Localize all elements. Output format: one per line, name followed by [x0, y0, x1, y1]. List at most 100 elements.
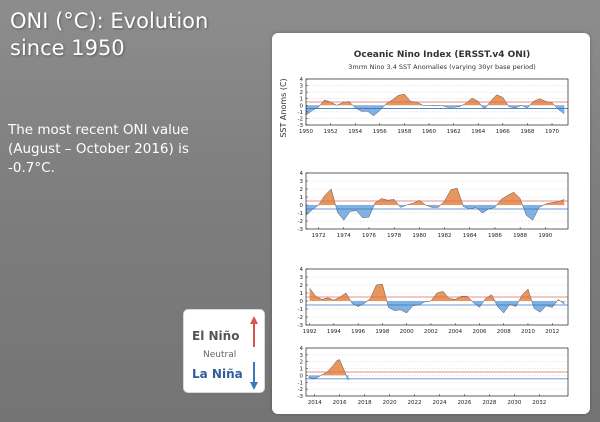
oni-series-line	[308, 359, 349, 381]
x-tick-label: 1984	[463, 233, 477, 239]
panel-frame	[305, 268, 569, 326]
y-tick-label: 4	[300, 267, 304, 273]
negative-anomaly-area	[309, 301, 565, 313]
x-tick-label: 1980	[412, 233, 426, 239]
y-tick-label: 3	[300, 179, 304, 185]
y-tick-label: 1	[300, 97, 304, 103]
x-tick-label: 2028	[482, 400, 496, 406]
x-tick-label: 1978	[387, 233, 401, 239]
y-tick-label: 0	[300, 203, 304, 209]
positive-anomaly-area	[320, 359, 347, 376]
y-tick-label: -1	[298, 211, 303, 217]
negative-anomaly-area	[306, 205, 565, 221]
x-tick-label: 1962	[447, 129, 461, 135]
panel-2: -3 -2 -1 0 1 2 3 4 1972 1974 1976 1978 1980 1982 1984 1…	[298, 171, 569, 239]
y-tick-label: -3	[298, 394, 304, 400]
x-tick-label: 1986	[488, 233, 502, 239]
y-tick-label: -1	[298, 380, 303, 386]
positive-anomaly-area	[306, 188, 565, 205]
y-tick-label: 0	[300, 103, 304, 109]
body-line-3: -0.7°C.	[8, 160, 55, 176]
y-tick-label: 2	[300, 187, 304, 193]
x-tick-label: 2014	[308, 400, 322, 406]
y-tick-label: 3	[300, 275, 304, 281]
oni-series-line	[305, 93, 565, 117]
oni-chart-card: Oceanic Nino Index (ERSST.v4 ONI) 3mrm N…	[272, 33, 590, 414]
y-tick-label: 0	[300, 299, 304, 305]
slide-title-line-2: since 1950	[10, 36, 125, 60]
x-tick-label: 2012	[545, 329, 559, 335]
y-tick-label: 1	[300, 291, 304, 297]
y-tick-label: 2	[300, 90, 304, 96]
y-tick-label: 4	[300, 346, 304, 352]
y-tick-label: 1	[300, 367, 304, 373]
x-tick-label: 1982	[438, 233, 452, 239]
oni-series-line	[305, 187, 565, 221]
x-tick-label: 2006	[472, 329, 486, 335]
y-tick-label: 1	[300, 195, 304, 201]
positive-anomaly-area	[309, 284, 565, 301]
x-tick-label: 1972	[312, 233, 326, 239]
y-tick-label: -2	[298, 387, 303, 393]
x-tick-label: 1996	[351, 329, 365, 335]
x-tick-label: 1974	[337, 233, 351, 239]
x-tick-label: 1960	[422, 129, 436, 135]
positive-anomaly-area	[306, 94, 565, 106]
y-tick-label: 2	[300, 283, 304, 289]
x-tick-label: 1954	[348, 129, 362, 135]
legend-el-nino-label: El Niño	[192, 329, 240, 343]
chart-subtitle: 3mrm Nino 3.4 SST Anomalies (varying 30y…	[348, 63, 536, 71]
y-tick-label: -1	[298, 307, 303, 313]
y-tick-label: 3	[300, 84, 304, 90]
negative-anomaly-area	[306, 105, 565, 116]
y-tick-label: 4	[300, 77, 304, 83]
x-tick-label: 1956	[373, 129, 387, 135]
y-tick-label: 4	[300, 171, 304, 177]
body-line-1: The most recent ONI value	[8, 122, 189, 138]
panel-3: -3 -2 -1 0 1 2 3 4 1992 1994 1996 1998 2000 2002 2004 2…	[298, 267, 569, 335]
x-tick-label: 2032	[532, 400, 546, 406]
x-tick-label: 2022	[408, 400, 422, 406]
y-tick-label: 3	[300, 353, 304, 359]
oni-series-line	[309, 283, 565, 314]
y-tick-label: -2	[298, 315, 303, 321]
slide-title-line-1: ONI (°C): Evolution	[10, 9, 209, 33]
x-tick-label: 2010	[521, 329, 535, 335]
x-tick-label: 1950	[299, 129, 313, 135]
x-tick-label: 2008	[497, 329, 511, 335]
x-tick-label: 2024	[432, 400, 446, 406]
x-tick-label: 1964	[471, 129, 485, 135]
y-tick-label: -3	[298, 323, 304, 329]
x-tick-label: 2000	[400, 329, 414, 335]
enso-legend: El Niño Neutral La Niña	[183, 309, 265, 393]
panel-frame	[305, 78, 569, 126]
x-tick-label: 2018	[358, 400, 372, 406]
y-tick-label: -3	[298, 227, 304, 233]
x-tick-label: 2026	[457, 400, 471, 406]
y-tick-label: -1	[298, 110, 303, 116]
x-tick-label: 2016	[333, 400, 347, 406]
y-tick-label: -2	[298, 116, 303, 122]
x-tick-label: 1990	[538, 233, 552, 239]
x-tick-label: 1958	[397, 129, 411, 135]
body-line-2: (August – October 2016) is	[8, 141, 189, 157]
x-tick-label: 2020	[383, 400, 397, 406]
x-tick-label: 1994	[327, 329, 341, 335]
legend-arrows	[250, 316, 258, 390]
x-tick-label: 1952	[324, 129, 338, 135]
x-tick-label: 2004	[448, 329, 462, 335]
x-tick-label: 1968	[520, 129, 534, 135]
slide-body-text: The most recent ONI value (August – Octo…	[8, 121, 258, 178]
y-tick-label: 0	[300, 373, 304, 379]
x-tick-label: 1998	[375, 329, 389, 335]
y-tick-label: 2	[300, 360, 304, 366]
slide-title: ONI (°C): Evolution since 1950	[10, 8, 260, 62]
y-axis-label: SST Anoms (C)	[279, 78, 288, 137]
x-tick-label: 1988	[513, 233, 527, 239]
x-tick-label: 2002	[424, 329, 438, 335]
legend-la-nina-label: La Niña	[192, 367, 243, 381]
panel-frame	[305, 347, 569, 397]
